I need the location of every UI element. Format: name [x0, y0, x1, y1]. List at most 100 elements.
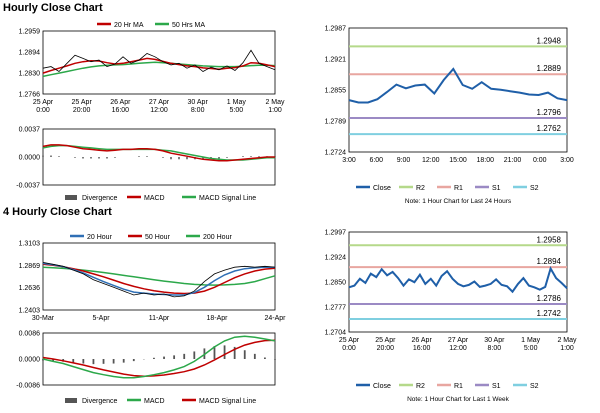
- weekly-xtick-line: 20:00: [377, 345, 395, 352]
- hourly-price-xtick-line: 5:00: [230, 107, 244, 114]
- hourly-macd-ytick: 0.0000: [19, 155, 41, 162]
- four-hourly-price-frame: [42, 242, 276, 311]
- hourly-price-xtick: 2 May 1:00: [265, 99, 285, 114]
- weekly-xtick-line: 0:00: [342, 345, 356, 352]
- four-hourly-price-xtick: 5-Apr: [92, 315, 110, 322]
- four-hourly-price-ytick: 1.3103: [19, 241, 41, 248]
- four-hourly-legend-signal-label: MACD Signal Line: [199, 398, 256, 405]
- hourly-legend-macd-label: MACD: [144, 195, 165, 202]
- four-hourly-signal-line: [42, 339, 276, 377]
- hourly-price-frame: [42, 30, 276, 95]
- weekly-close-line: [348, 265, 568, 294]
- weekly-xtick: 25 Apr 0:00: [339, 337, 360, 352]
- weekly-level-label: 1.2786: [537, 294, 562, 303]
- hourly-24h-ytick: 1.2789: [325, 119, 347, 126]
- weekly-xtick-line: 30 Apr: [484, 337, 505, 344]
- hourly-price-ytick: 1.2894: [19, 50, 41, 57]
- hourly-24h-level-label: 1.2948: [537, 36, 562, 45]
- four-hourly-price-ytick: 1.2869: [19, 263, 41, 270]
- hourly-price-xtick-line: 26 Apr: [110, 99, 131, 106]
- weekly-xtick-line: 27 Apr: [448, 337, 469, 344]
- four-hourly-macd-ytick: 0.0086: [19, 331, 41, 338]
- four-hourly-legend-200-label: 200 Hour: [203, 234, 232, 241]
- four-hourly-legend-macd-label: MACD: [144, 398, 165, 405]
- weekly-level-label: 1.2958: [537, 235, 562, 244]
- hourly-price-xtick-line: 16:00: [112, 107, 130, 114]
- weekly-xtick-line: 26 Apr: [412, 337, 433, 344]
- hourly-24h-xtick: 9:00: [397, 157, 411, 164]
- hourly-legend-signal-label: MACD Signal Line: [199, 195, 256, 202]
- four-hourly-price-xtick: 18-Apr: [206, 315, 228, 322]
- four-hourly-price-xtick: 24-Apr: [264, 315, 286, 322]
- weekly-level-label: 1.2742: [537, 309, 562, 318]
- weekly-legend-r2-label: R2: [416, 383, 425, 390]
- weekly-xtick-line: 5:00: [524, 345, 538, 352]
- hourly-24h-ytick: 1.2724: [325, 150, 347, 157]
- hourly-24h-legend-s1-label: S1: [492, 185, 501, 192]
- weekly-xtick: 2 May 1:00: [557, 337, 577, 352]
- hourly-price-xtick: 30 Apr 8:00: [188, 99, 209, 114]
- hourly-24h-close-line: [348, 67, 568, 104]
- hourly-price-xtick-line: 12:00: [150, 107, 168, 114]
- weekly-xtick-line: 2 May: [557, 337, 577, 344]
- weekly-xtick-line: 25 Apr: [375, 337, 396, 344]
- hourly-legend-divergence-label: Divergence: [82, 195, 118, 202]
- weekly-xtick-line: 16:00: [413, 345, 431, 352]
- four-hourly-macd-frame: [42, 332, 276, 386]
- hourly-24h-xtick: 3:00: [560, 157, 574, 164]
- hourly-ma20-line: [42, 57, 276, 74]
- weekly-xtick: 27 Apr 12:00: [448, 337, 469, 352]
- hourly-24h-xtick: 0:00: [533, 157, 547, 164]
- hourly-24h-ytick: 1.2855: [325, 88, 347, 95]
- weekly-legend-close-label: Close: [373, 383, 391, 390]
- four-hourly-legend-20-label: 20 Hour: [87, 234, 113, 241]
- hourly-24h-level-label: 1.2889: [537, 64, 562, 73]
- four-hourly-macd-ytick: -0.0086: [16, 383, 40, 390]
- four-hourly-legend-50-label: 50 Hour: [145, 234, 171, 241]
- weekly-xtick-line: 25 Apr: [339, 337, 360, 344]
- four-hourly-price-ytick: 1.2636: [19, 285, 41, 292]
- hourly-close-line: [42, 49, 276, 73]
- weekly-legend-s1-label: S1: [492, 383, 501, 390]
- hourly-24h-xtick: 3:00: [342, 157, 356, 164]
- four-hourly-legend-divergence-swatch: [65, 398, 77, 403]
- weekly-ytick: 1.2924: [325, 255, 347, 262]
- hourly-macd-line: [42, 144, 275, 162]
- weekly-ytick: 1.2997: [325, 230, 347, 237]
- hourly-macd-ytick: -0.0037: [16, 183, 40, 190]
- hourly-ma50-line: [42, 61, 276, 78]
- hourly-price-xtick: 25 Apr 0:00: [33, 99, 54, 114]
- four-hourly-macd-line: [42, 335, 276, 379]
- hourly-macd-frame: [42, 128, 276, 186]
- hourly-price-xtick-line: 20:00: [73, 107, 91, 114]
- hourly-24h-xtick: 18:00: [476, 157, 494, 164]
- hourly-24h-xtick: 15:00: [449, 157, 467, 164]
- hourly-price-xtick-line: 27 Apr: [149, 99, 170, 106]
- four-hourly-price-xtick: 11-Apr: [149, 315, 170, 322]
- hourly-price-xtick: 26 Apr 16:00: [110, 99, 131, 114]
- weekly-xtick: 30 Apr 8:00: [484, 337, 505, 352]
- hourly-price-xtick-line: 25 Apr: [33, 99, 54, 106]
- hourly-24h-note: Note: 1 Hour Chart for Last 24 Hours: [405, 198, 512, 205]
- hourly-price-xtick: 27 Apr 12:00: [149, 99, 170, 114]
- weekly-xtick: 1 May 5:00: [521, 337, 541, 352]
- hourly-24h-legend-r1-label: R1: [454, 185, 463, 192]
- four-hourly-macd-ytick: 0.0000: [19, 357, 41, 364]
- hourly-legend-ma20-label: 20 Hr MA: [114, 22, 144, 29]
- hourly-24h-level-label: 1.2796: [537, 108, 562, 117]
- weekly-ytick: 1.2704: [325, 330, 347, 337]
- hourly-price-xtick-line: 2 May: [265, 99, 285, 106]
- weekly-ytick: 1.2850: [325, 280, 347, 287]
- four-hourly-price-xtick: 30-Mar: [32, 315, 55, 322]
- four-hourly-price-ytick: 1.2403: [19, 308, 41, 315]
- weekly-xtick: 26 Apr 16:00: [412, 337, 433, 352]
- weekly-frame: [348, 231, 568, 333]
- hourly-24h-level-label: 1.2762: [537, 124, 562, 133]
- hourly-price-xtick-line: 30 Apr: [188, 99, 209, 106]
- weekly-xtick-line: 12:00: [449, 345, 467, 352]
- hourly-legend-ma50-label: 50 Hrs MA: [172, 22, 205, 29]
- weekly-legend-r1-label: R1: [454, 383, 463, 390]
- four-hourly-ma50-line: [42, 263, 276, 295]
- weekly-xtick-line: 1:00: [560, 345, 574, 352]
- hourly-price-ytick: 1.2766: [19, 92, 41, 99]
